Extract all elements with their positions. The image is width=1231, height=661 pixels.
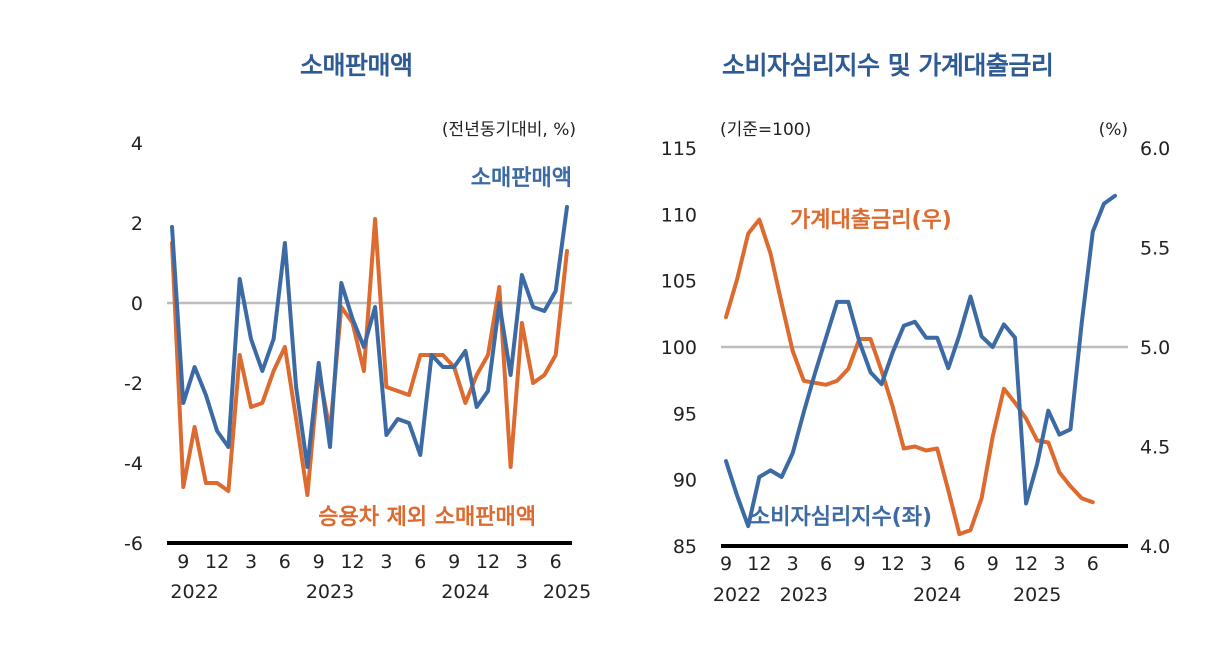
legend-label-consumer-sentiment: 소비자심리지수(좌) [750, 505, 932, 530]
year-label: 2022 [713, 584, 761, 606]
year-label: 2024 [441, 581, 489, 603]
y-tick-label-right: 6.0 [1140, 138, 1170, 160]
x-tick-label: 12 [205, 551, 229, 573]
x-tick-label: 12 [340, 551, 364, 573]
year-label: 2023 [306, 581, 354, 603]
y-tick-label-right: 5.5 [1140, 238, 1170, 260]
series-line-retail-sales [170, 205, 569, 469]
legend-label-retail-sales: 소매판매액 [471, 166, 572, 191]
legend-label-loan-rate: 가계대출금리(우) [790, 208, 952, 233]
x-tick-label: 12 [881, 553, 905, 575]
y-tick-label: -6 [124, 533, 143, 555]
y-tick-label-left: 85 [673, 536, 697, 558]
right-unit-label: (%) [1099, 120, 1128, 140]
y-tick-label: -2 [124, 373, 143, 395]
x-tick-label: 6 [279, 551, 291, 573]
x-tick-label: 6 [820, 553, 832, 575]
year-label: 2025 [1013, 584, 1061, 606]
retail-sales-plot: (전년동기대비, %) 420-2-4-6 9 12 3 6 9 12 3 6 9 12 3 6 20… [124, 120, 591, 603]
x-tick-label: 9 [853, 553, 865, 575]
x-tick-label: 9 [448, 551, 460, 573]
x-tick-label: 6 [953, 553, 965, 575]
x-tick-label: 3 [1053, 553, 1065, 575]
y-tick-label: -4 [124, 453, 143, 475]
x-tick-label: 12 [747, 553, 771, 575]
year-label: 2025 [543, 581, 591, 603]
y-tick-label-left: 90 [673, 470, 697, 492]
chart-title: 소매판매액 [300, 51, 413, 80]
series-line-consumer-sentiment [724, 193, 1117, 529]
x-tick-label: 6 [550, 551, 562, 573]
year-label: 2024 [913, 584, 961, 606]
series-line-loan-rate [724, 217, 1095, 537]
x-tick-label: 3 [787, 553, 799, 575]
y-tick-label-left: 95 [673, 403, 697, 425]
x-tick-label: 9 [177, 551, 189, 573]
x-tick-label: 3 [380, 551, 392, 573]
y-tick-label-right: 5.0 [1140, 337, 1170, 359]
year-label: 2023 [780, 584, 828, 606]
x-tick-label: 12 [476, 551, 500, 573]
x-tick-label: 9 [987, 553, 999, 575]
x-tick-label: 9 [313, 551, 325, 573]
sentiment-rate-chart: 소비자심리지수 및 가계대출금리 (기준=100) (%) 115 110 105 1… [610, 0, 1231, 661]
y-tick-label-right: 4.0 [1140, 536, 1170, 558]
x-tick-label: 6 [414, 551, 426, 573]
legend-label-retail-ex-cars: 승용차 제외 소매판매액 [318, 505, 536, 530]
y-tick-label-left: 115 [661, 138, 697, 160]
y-tick-label: 2 [131, 213, 143, 235]
left-unit-label: (기준=100) [720, 120, 811, 140]
y-tick-label-left: 105 [661, 271, 697, 293]
y-tick-label-left: 100 [661, 337, 697, 359]
y-tick-label-right: 4.5 [1140, 437, 1170, 459]
x-tick-label: 3 [245, 551, 257, 573]
y-tick-label: 4 [131, 133, 143, 155]
x-tick-label: 3 [516, 551, 528, 573]
x-tick-label: 9 [720, 553, 732, 575]
y-tick-label-left: 110 [661, 204, 697, 226]
x-tick-label: 12 [1014, 553, 1038, 575]
retail-sales-chart: 소매판매액 (전년동기대비, %) 4 2 0 -2 -4 -6 9 12 3 6 9 12 3 6 9 1… [0, 0, 610, 661]
y-tick-label: 0 [131, 293, 143, 315]
chart-title: 소비자심리지수 및 가계대출금리 [722, 51, 1054, 80]
x-tick-label: 3 [920, 553, 932, 575]
unit-label: (전년동기대비, %) [442, 120, 576, 140]
year-label: 2022 [170, 581, 218, 603]
sentiment-rate-plot: (기준=100) (%) 115 110 105 100 95 90 85 6.0 5.5 5.… [661, 120, 1170, 606]
x-tick-label: 6 [1087, 553, 1099, 575]
